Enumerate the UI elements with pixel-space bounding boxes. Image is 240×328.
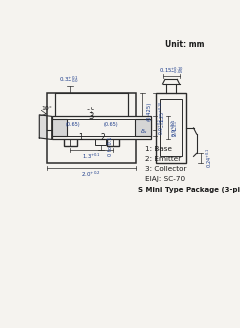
Text: (0.65): (0.65)	[103, 122, 118, 127]
Text: $0.24^{+0.1}$: $0.24^{+0.1}$	[204, 148, 214, 168]
Bar	[64, 130, 77, 146]
Text: EIAJ: SC-70: EIAJ: SC-70	[145, 176, 185, 182]
Text: $1.3^{+0.1}$: $1.3^{+0.1}$	[82, 152, 101, 161]
Text: 10°: 10°	[41, 106, 52, 111]
Bar	[156, 93, 186, 163]
Text: (0.65): (0.65)	[65, 122, 80, 127]
Text: $2.0^{+0.2}$: $2.0^{+0.2}$	[81, 170, 101, 179]
Bar	[47, 93, 136, 163]
Text: $\delta_s$: $\delta_s$	[140, 127, 148, 136]
Text: $0.15^{+0.10}_{-0.05}$: $0.15^{+0.10}_{-0.05}$	[159, 65, 183, 75]
Bar	[107, 130, 119, 146]
Text: 3: 3	[89, 112, 94, 121]
Text: 3: Collector: 3: Collector	[145, 167, 186, 173]
Text: $0.9^{+0.2}_{-0.1}$: $0.9^{+0.2}_{-0.1}$	[169, 119, 180, 136]
Text: S Mini Type Package (3-pin): S Mini Type Package (3-pin)	[138, 187, 240, 193]
Bar	[67, 119, 135, 136]
Text: 2: 2	[101, 133, 105, 142]
Text: $0.3^{+0.1}_{-0.0}$: $0.3^{+0.1}_{-0.0}$	[59, 74, 79, 85]
Bar	[135, 119, 151, 136]
Text: 1: Base: 1: Base	[145, 147, 172, 153]
Bar	[160, 99, 182, 156]
Text: $0.9^{+0.1}_{-0.1}$: $0.9^{+0.1}_{-0.1}$	[156, 118, 167, 135]
Text: 0 to 0.1: 0 to 0.1	[108, 137, 113, 156]
Bar	[55, 93, 128, 130]
Text: $1.25^{+0.10}$: $1.25^{+0.10}$	[158, 100, 167, 123]
Bar	[52, 116, 151, 139]
Text: 2: Emitter: 2: Emitter	[145, 156, 181, 162]
Bar	[52, 119, 67, 136]
Text: (0.425): (0.425)	[147, 102, 152, 121]
Text: 1: 1	[78, 133, 83, 142]
Text: Unit: mm: Unit: mm	[165, 40, 204, 49]
Polygon shape	[39, 115, 52, 139]
Text: $2.1^{+0.1}$: $2.1^{+0.1}$	[170, 118, 180, 137]
Bar	[95, 139, 106, 145]
